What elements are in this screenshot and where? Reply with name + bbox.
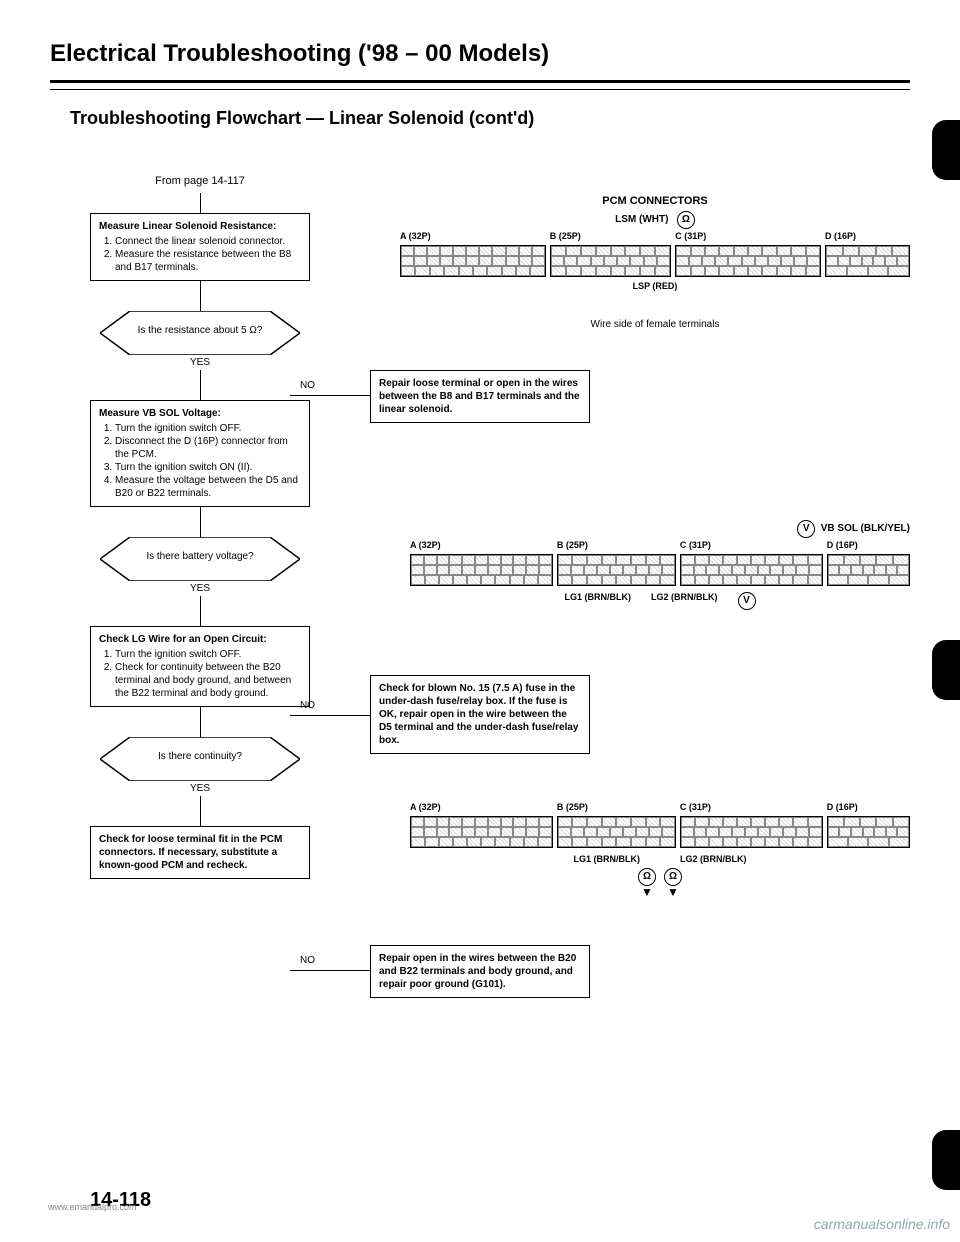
pcm-connectors-1: PCM CONNECTORS LSM (WHT) Ω A (32P) B (25… [400, 195, 910, 330]
thumb-tab [932, 120, 960, 180]
thumb-tab [932, 1130, 960, 1190]
yes-label: YES [90, 583, 310, 594]
step-box-final: Check for loose terminal fit in the PCM … [90, 826, 310, 879]
ground-icon: Ω ▼ [664, 868, 682, 896]
pcm-connectors-2: V VB SOL (BLK/YEL) A (32P) B (25P) C (31… [410, 520, 910, 610]
ohm-icon: Ω [677, 211, 695, 229]
no-label: NO [300, 700, 315, 711]
thumb-tab [932, 640, 960, 700]
page-title: Electrical Troubleshooting ('98 – 00 Mod… [50, 40, 910, 68]
divider-thin [50, 89, 910, 90]
from-label: From page 14-117 [90, 175, 310, 187]
yes-label: YES [90, 783, 310, 794]
action-check-fuse: Check for blown No. 15 (7.5 A) fuse in t… [370, 675, 590, 754]
no-label: NO [300, 380, 315, 391]
volt-icon: V [797, 520, 815, 538]
step-box-measure-voltage: Measure VB SOL Voltage: Turn the ignitio… [90, 400, 310, 507]
pcm-connectors-3: A (32P) B (25P) C (31P) D (16 [410, 800, 910, 896]
watermark-left: www.emanualpro.com [48, 1202, 137, 1212]
decision-continuity: Is there continuity? [100, 737, 300, 781]
subtitle: Troubleshooting Flowchart — Linear Solen… [50, 108, 910, 129]
no-label: NO [300, 955, 315, 966]
step-box-measure-resistance: Measure Linear Solenoid Resistance: Conn… [90, 213, 310, 281]
volt-icon: V [738, 592, 756, 610]
flowchart: From page 14-117 Measure Linear Solenoid… [90, 175, 310, 879]
action-repair-open: Repair open in the wires between the B20… [370, 945, 590, 998]
action-repair-terminal: Repair loose terminal or open in the wir… [370, 370, 590, 423]
decision-voltage: Is there battery voltage? [100, 537, 300, 581]
decision-resistance: Is the resistance about 5 Ω? [100, 311, 300, 355]
yes-label: YES [90, 357, 310, 368]
ground-icon: Ω ▼ [638, 868, 656, 896]
wire-side-note: Wire side of female terminals [400, 319, 910, 330]
step-box-check-lg-wire: Check LG Wire for an Open Circuit: Turn … [90, 626, 310, 707]
divider-thick [50, 80, 910, 83]
watermark-right: carmanualsonline.info [814, 1216, 950, 1232]
